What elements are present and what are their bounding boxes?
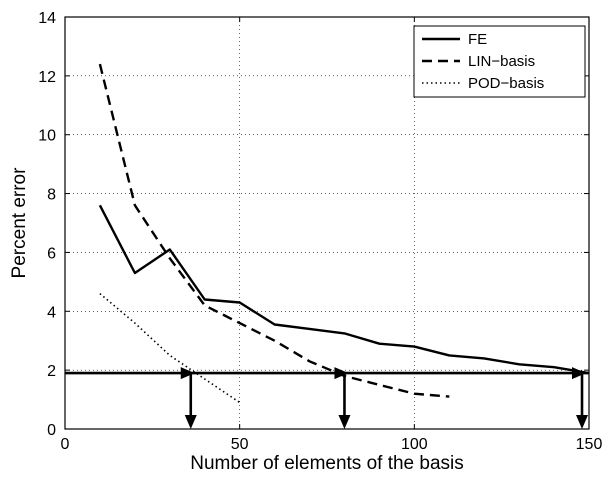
y-tick-label: 12 (38, 69, 56, 86)
y-tick-label: 0 (47, 422, 56, 439)
series-layer (98, 63, 589, 404)
y-tick-label: 6 (47, 245, 56, 262)
plot-frame (64, 16, 590, 430)
x-axis-title: Number of elements of the basis (190, 453, 464, 474)
x-tick-label: 50 (231, 436, 249, 453)
y-tick-label: 14 (38, 10, 56, 27)
series-line-lin-basis (98, 63, 450, 398)
series-line-fe (98, 204, 589, 375)
drop-arrowhead (576, 415, 589, 429)
y-axis-title: Percent error (9, 167, 30, 279)
legend: FE LIN−basis POD−basis (413, 25, 586, 98)
legend-label: FE (468, 31, 487, 48)
legend-label: POD−basis (468, 75, 544, 92)
x-tick-label: 0 (61, 436, 70, 453)
threshold-arrowhead (572, 367, 587, 380)
drop-arrowhead (338, 415, 351, 429)
y-tick-label: 2 (47, 363, 56, 380)
x-tick-label: 100 (401, 436, 428, 453)
ticks: 0 50 100 150 0 2 4 6 8 10 12 14 (38, 10, 602, 453)
drop-arrowhead (184, 415, 197, 429)
y-tick-label: 4 (47, 304, 56, 321)
threshold-arrowhead (334, 367, 349, 380)
series-line-pod-basis (99, 292, 241, 404)
threshold-arrowhead (180, 367, 195, 380)
annotation-layer (65, 367, 589, 429)
legend-label: LIN−basis (468, 53, 535, 70)
x-tick-label: 150 (576, 436, 602, 453)
y-tick-label: 10 (38, 128, 56, 145)
y-tick-label: 8 (47, 187, 56, 204)
